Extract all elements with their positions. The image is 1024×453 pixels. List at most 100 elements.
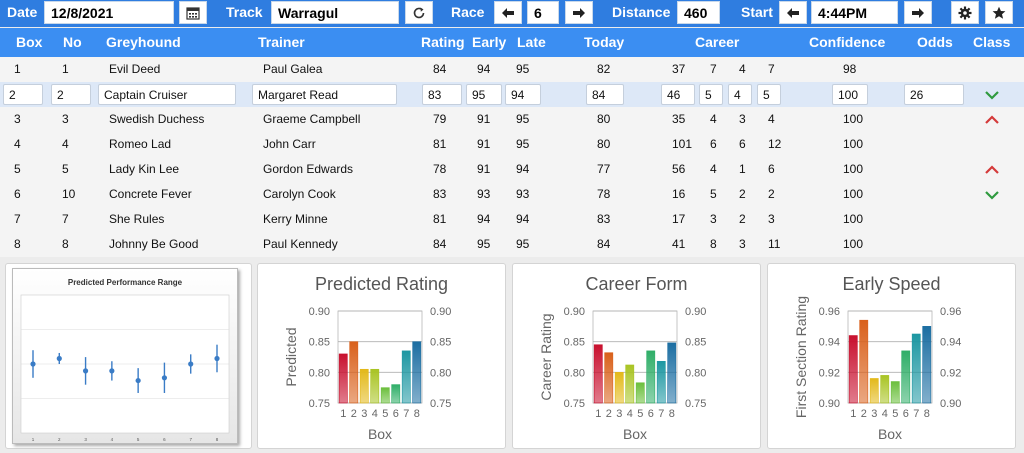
no-cell[interactable]: 2	[51, 84, 91, 105]
table-row[interactable]: 8 8 Johnny Be Good Paul Kennedy 84 95 95 84 41 8 3…	[0, 232, 1024, 257]
bar	[614, 372, 624, 404]
early-cell: 94	[477, 212, 491, 226]
career-starts-cell[interactable]: 46	[661, 84, 695, 105]
rating-cell[interactable]: 83	[422, 84, 462, 105]
table-row[interactable]: 1 1 Evil Deed Paul Galea 84 94 95 82 37 7 4 7 98	[0, 57, 1024, 82]
career-thirds-cell[interactable]: 5	[757, 84, 781, 105]
col-career[interactable]: Career	[695, 34, 740, 50]
y-axis-label: First Section Rating	[793, 296, 809, 418]
track-field[interactable]: Warragul	[271, 1, 399, 24]
career-starts-cell: 41	[672, 237, 686, 251]
start-next-button[interactable]	[904, 1, 932, 24]
bar	[338, 353, 348, 404]
race-field[interactable]: 6	[527, 1, 559, 24]
race-next-button[interactable]	[565, 1, 593, 24]
y-tick-label: 0.92	[819, 367, 840, 379]
bar	[890, 381, 900, 404]
col-box[interactable]: Box	[16, 34, 43, 50]
table-row[interactable]: 6 10 Concrete Fever Carolyn Cook 83 93 93 78 16 5…	[0, 182, 1024, 207]
greyhound-cell: Lady Kin Lee	[109, 162, 180, 176]
career-starts-cell: 17	[672, 212, 686, 226]
x-tick-label: 4	[372, 408, 378, 420]
race-prev-button[interactable]	[494, 1, 522, 24]
chart-title: Early Speed	[842, 274, 941, 294]
early-cell[interactable]: 95	[466, 84, 502, 105]
greyhound-cell: Concrete Fever	[109, 187, 192, 201]
bar	[380, 387, 390, 404]
arrow-left-icon	[787, 7, 799, 18]
col-early[interactable]: Early	[472, 34, 507, 50]
data-point	[82, 368, 89, 374]
no-cell: 5	[62, 162, 69, 176]
start-prev-button[interactable]	[779, 1, 807, 24]
table-row[interactable]: 4 4 Romeo Lad John Carr 81 91 95 80 101 6 6 12 100	[0, 132, 1024, 157]
x-tick-label: 2	[606, 408, 612, 420]
col-no[interactable]: No	[63, 34, 82, 50]
date-field[interactable]: 12/8/2021	[44, 1, 174, 24]
late-cell: 95	[516, 137, 530, 151]
career-thirds-cell: 11	[768, 237, 781, 251]
favorite-button[interactable]	[985, 1, 1013, 24]
box-cell: 4	[14, 137, 21, 151]
odds-cell[interactable]: 26	[904, 84, 964, 105]
late-cell[interactable]: 94	[505, 84, 541, 105]
career-places-cell: 4	[739, 62, 746, 76]
early-speed-panel: Early Speed 0.96 0.96 0.94 0.94 0.92 0.92 0.90…	[767, 263, 1016, 449]
career-places-cell[interactable]: 4	[728, 84, 752, 105]
today-cell[interactable]: 84	[586, 84, 624, 105]
col-rating[interactable]: Rating	[421, 34, 465, 50]
today-cell: 80	[597, 112, 611, 126]
late-cell: 95	[516, 62, 530, 76]
career-starts-cell: 101	[672, 137, 693, 151]
col-today[interactable]: Today	[584, 34, 625, 50]
career-wins-cell: 5	[710, 187, 717, 201]
x-tick-label: 1	[595, 408, 601, 420]
date-label: Date	[7, 4, 38, 20]
trainer-cell[interactable]: Margaret Read	[252, 84, 397, 105]
col-class[interactable]: Class	[973, 34, 1011, 50]
bar	[412, 341, 422, 404]
x-tick-label: 5	[137, 437, 140, 442]
bar	[922, 326, 932, 404]
col-confidence[interactable]: Confidence	[809, 34, 886, 50]
confidence-cell[interactable]: 100	[832, 84, 868, 105]
x-tick-label: 8	[216, 437, 219, 442]
table-row[interactable]: 3 3 Swedish Duchess Graeme Campbell 79 91 95 80…	[0, 107, 1024, 132]
chart-title: Career Form	[585, 274, 688, 294]
x-tick-label: 6	[648, 408, 654, 420]
bar	[593, 344, 603, 404]
start-field[interactable]: 4:44PM	[811, 1, 898, 24]
box-cell[interactable]: 2	[3, 84, 43, 105]
table-row[interactable]: 2 2 Captain Cruiser Margaret Read 83 95 94 84 46…	[0, 82, 1024, 107]
greyhound-cell[interactable]: Captain Cruiser	[98, 84, 236, 105]
performance-range-chart[interactable]: Predicted Performance Range 1 2 3 4 5 6 7 8	[12, 268, 238, 444]
no-cell: 4	[62, 137, 69, 151]
y-tick-label: 0.94	[819, 337, 840, 349]
distance-field[interactable]: 460	[677, 1, 720, 24]
bar	[901, 350, 911, 404]
data-point	[188, 361, 194, 367]
bar	[880, 375, 890, 404]
data-point	[135, 377, 141, 384]
bar	[401, 350, 411, 404]
calendar-button[interactable]	[179, 1, 207, 24]
col-greyhound[interactable]: Greyhound	[106, 34, 181, 50]
arrow-right-icon	[912, 7, 924, 18]
career-starts-cell: 56	[672, 162, 686, 176]
settings-button[interactable]	[951, 1, 979, 24]
y-tick-label: 0.90	[309, 306, 330, 318]
col-odds[interactable]: Odds	[917, 34, 953, 50]
table-row[interactable]: 5 5 Lady Kin Lee Gordon Edwards 78 91 94 77 56 4 1…	[0, 157, 1024, 182]
col-trainer[interactable]: Trainer	[258, 34, 305, 50]
col-late[interactable]: Late	[517, 34, 546, 50]
rating-cell: 79	[433, 112, 447, 126]
y2-tick-label: 0.80	[430, 367, 451, 379]
late-cell: 94	[516, 162, 530, 176]
box-cell: 6	[14, 187, 21, 201]
bar	[911, 333, 921, 404]
table-row[interactable]: 7 7 She Rules Kerry Minne 81 94 94 83 17 3 2 3 100	[0, 207, 1024, 232]
refresh-button[interactable]	[405, 1, 433, 24]
confidence-cell: 100	[843, 137, 864, 151]
career-wins-cell[interactable]: 5	[699, 84, 723, 105]
bar	[848, 335, 858, 404]
